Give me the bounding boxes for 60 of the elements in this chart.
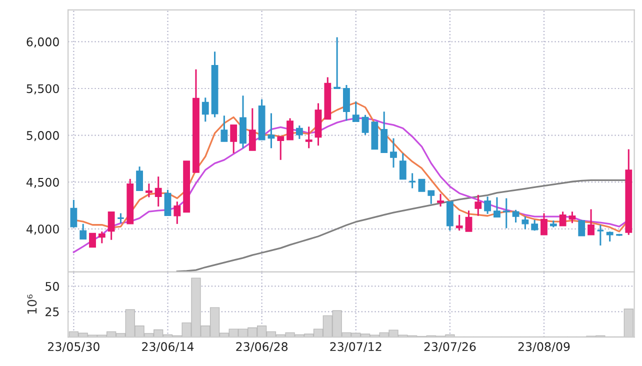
- candlestick: [70, 199, 78, 228]
- candlestick: [343, 84, 350, 122]
- candlestick: [305, 126, 312, 149]
- candlestick: [277, 136, 284, 161]
- candlestick: [578, 219, 586, 237]
- candlestick: [465, 210, 472, 232]
- x-tick-label: 23/06/28: [236, 342, 288, 352]
- candlestick: [89, 232, 96, 248]
- candlestick: [474, 194, 482, 217]
- candlestick: [456, 214, 463, 232]
- candlestick: [390, 138, 397, 168]
- candlestick: [380, 110, 388, 154]
- y-tick-label: 25: [46, 307, 59, 316]
- candlestick: [334, 36, 341, 90]
- candlestick: [80, 223, 87, 240]
- candlestick: [202, 96, 209, 122]
- candlestick: [588, 208, 594, 236]
- candlestick: [512, 209, 520, 224]
- candlestick: [596, 224, 604, 246]
- candlestick: [136, 166, 143, 192]
- y-tick-label: 6,000: [26, 37, 59, 48]
- y-tick-label: 5,000: [26, 131, 59, 142]
- candlestick: [559, 210, 566, 227]
- candlestick: [606, 230, 614, 242]
- candlestick: [145, 182, 152, 198]
- y-tick-label: 4,500: [26, 178, 59, 188]
- candlestick: [399, 152, 406, 180]
- candlestick: [362, 114, 369, 136]
- y-tick-label: 4,000: [26, 224, 59, 235]
- candlestick: [230, 124, 238, 154]
- candlestick: [108, 211, 115, 241]
- x-tick-label: 23/08/09: [518, 342, 570, 352]
- candlestick: [352, 100, 360, 122]
- candlestick: [174, 200, 181, 225]
- candlestick: [540, 212, 548, 236]
- x-tick-label: 23/07/26: [424, 342, 476, 352]
- candlestick: [296, 124, 303, 140]
- y-axis-title: 10⁶: [27, 294, 37, 314]
- x-tick-label: 23/06/14: [142, 342, 194, 352]
- candlestick: [154, 176, 162, 208]
- candlestick: [286, 117, 294, 141]
- y-tick-label: 50: [46, 282, 59, 291]
- candlestick: [268, 112, 275, 149]
- candlestick: [116, 212, 125, 224]
- candlestick: [98, 230, 106, 244]
- y-tick-label: 5,500: [26, 84, 59, 94]
- candlestick: [248, 107, 256, 152]
- x-tick-label: 23/05/30: [48, 342, 100, 352]
- candlestick: [437, 193, 444, 208]
- candlestick: [408, 172, 416, 190]
- candlestick: [494, 196, 500, 218]
- candlestick: [428, 190, 435, 205]
- candlestick: [502, 198, 510, 229]
- candlestick: [568, 210, 576, 224]
- candlestick: [418, 178, 426, 192]
- candlestick: [522, 216, 529, 230]
- x-tick-label: 23/07/12: [330, 342, 382, 352]
- candlestick: [484, 196, 492, 215]
- candlestick: [220, 114, 228, 142]
- candlestick: [164, 189, 172, 216]
